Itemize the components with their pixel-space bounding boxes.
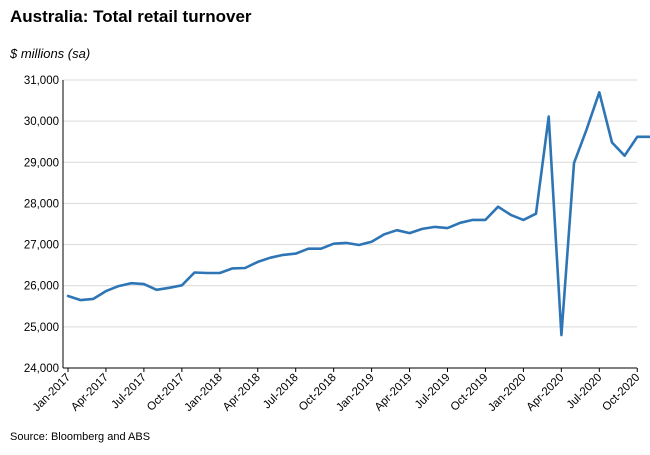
- x-axis-ticks: Jan-2017Apr-2017Jul-2017Oct-2017Jan-2018…: [31, 368, 642, 414]
- gridlines: [63, 79, 637, 328]
- y-tick-label: 27,000: [24, 240, 59, 252]
- y-tick-label: 29,000: [24, 157, 59, 169]
- retail-turnover-line: [66, 91, 650, 337]
- x-tick-label: Jul-2020: [565, 372, 605, 412]
- x-tick-label: Jul-2018: [261, 372, 301, 412]
- x-tick-label: Oct-2020: [600, 372, 642, 414]
- y-tick-label: 28,000: [24, 198, 59, 210]
- y-tick-label: 25,000: [24, 322, 59, 334]
- x-tick-label: Apr-2017: [69, 372, 111, 414]
- x-tick-label: Apr-2019: [373, 372, 415, 414]
- y-tick-label: 31,000: [24, 75, 59, 87]
- x-tick-label: Jan-2019: [334, 372, 376, 414]
- x-tick-label: Jul-2017: [109, 372, 149, 412]
- y-axis-unit-label: $ millions (sa): [10, 46, 91, 61]
- y-tick-label: 26,000: [24, 281, 59, 293]
- axes: [62, 80, 637, 369]
- source-note: Source: Bloomberg and ABS: [10, 431, 151, 443]
- chart-title: Australia: Total retail turnover: [10, 7, 252, 26]
- x-tick-label: Jan-2020: [486, 372, 528, 414]
- x-tick-label: Oct-2017: [145, 372, 187, 414]
- x-tick-label: Apr-2020: [525, 372, 567, 414]
- y-axis-ticks: 24,000 25,000 26,000 27,000 28,000 29,000 30,0…: [24, 75, 59, 375]
- y-tick-label: 24,000: [24, 363, 59, 375]
- x-tick-label: Jan-2017: [31, 372, 73, 414]
- x-tick-label: Oct-2019: [449, 372, 491, 414]
- x-tick-label: Oct-2018: [297, 372, 339, 414]
- y-tick-label: 30,000: [24, 116, 59, 128]
- x-tick-label: Jan-2018: [183, 372, 225, 414]
- x-tick-label: Apr-2018: [221, 372, 263, 414]
- x-tick-label: Jul-2019: [413, 372, 453, 412]
- series-layer: [66, 91, 650, 337]
